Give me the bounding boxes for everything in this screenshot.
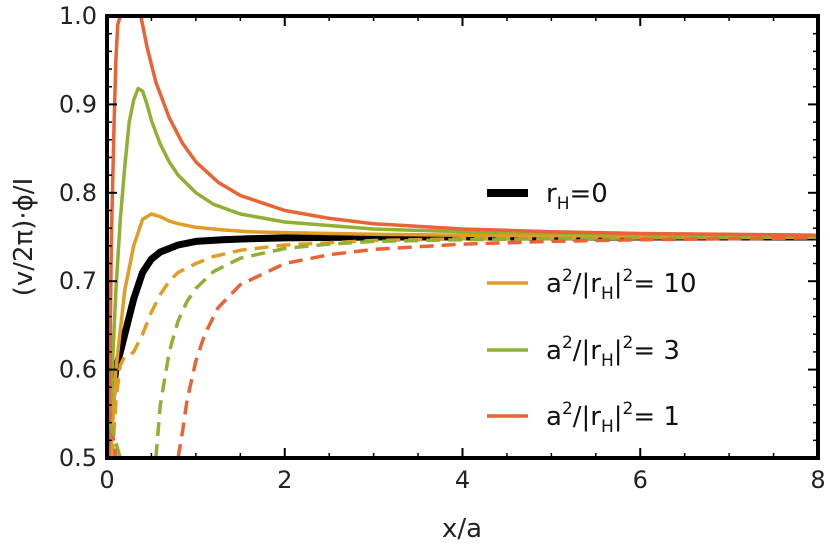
- series-line-9: [107, 421, 122, 458]
- series-line-0: [107, 233, 818, 458]
- x-tick-label-0: 0: [99, 466, 114, 494]
- legend-label-2: a2/|rH|2= 3: [546, 333, 680, 371]
- series-line-4: [154, 235, 818, 458]
- series-line-1: [108, 212, 818, 458]
- series-line-5: [107, 16, 122, 458]
- series-line-3: [107, 86, 818, 458]
- y-axis-title: (v/2π)·ϕ/I: [9, 178, 39, 296]
- y-tick-label-1: 0.6: [59, 356, 97, 384]
- series-line-6: [139, 16, 818, 237]
- y-tick-label-0: 0.5: [59, 444, 97, 472]
- legend: rH=0 a2/|rH|2= 10 a2/|rH|2= 3 a2/|rH|2= 1: [487, 179, 697, 437]
- series-layer: [107, 16, 818, 458]
- x-tick-label-2: 4: [455, 466, 470, 494]
- x-axis-title: x/a: [442, 514, 482, 544]
- x-tick-label-1: 2: [277, 466, 292, 494]
- series-line-7: [176, 236, 818, 458]
- legend-label-3: a2/|rH|2= 1: [546, 399, 680, 437]
- y-tick-label-4: 0.9: [59, 90, 97, 118]
- y-tick-label-3: 0.8: [59, 179, 97, 207]
- x-tick-label-4: 8: [810, 466, 825, 494]
- legend-label-1: a2/|rH|2= 10: [546, 266, 697, 304]
- legend-label-0: rH=0: [546, 179, 608, 214]
- ticks-layer: 0 2 4 6 8 0.5 0.6 0.7 0.8 0.9 1.0: [59, 2, 826, 494]
- x-tick-label-3: 6: [633, 466, 648, 494]
- y-tick-label-5: 1.0: [59, 2, 97, 30]
- y-tick-label-2: 0.7: [59, 267, 97, 295]
